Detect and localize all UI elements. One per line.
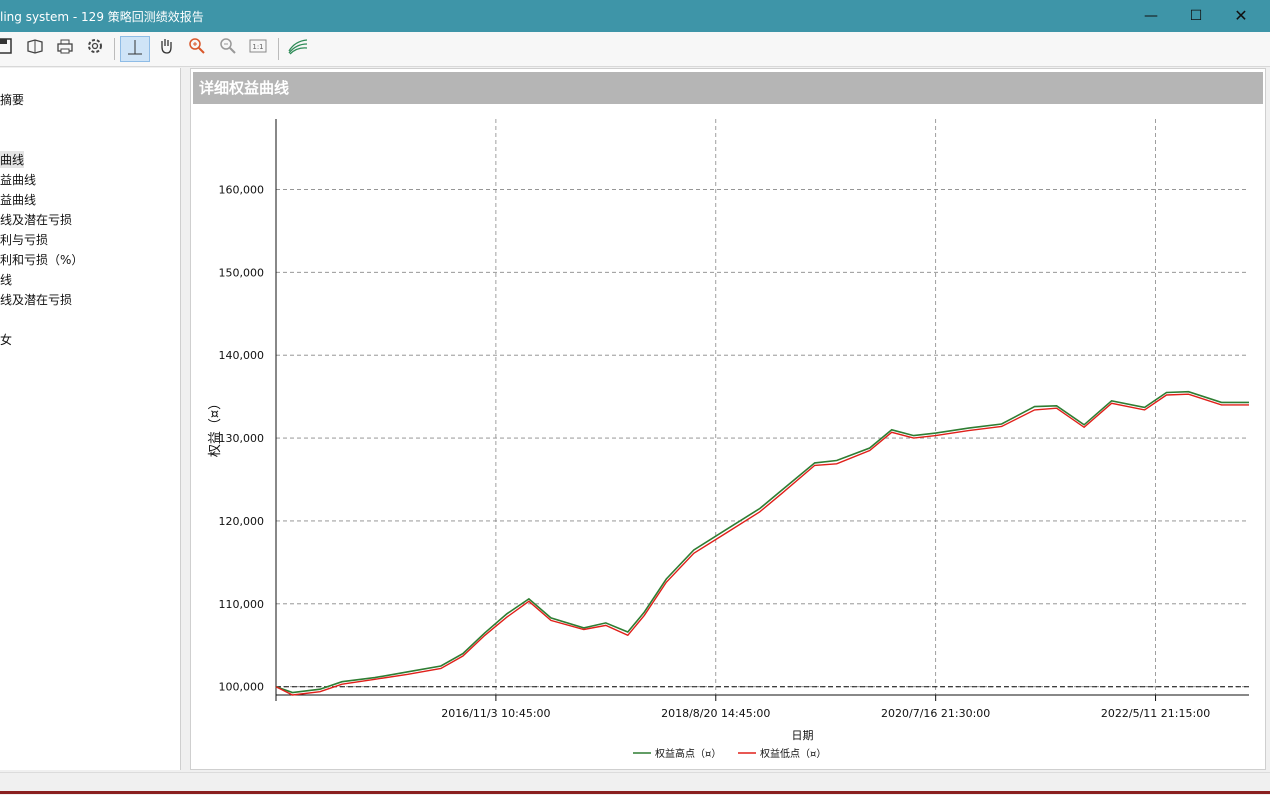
y-tick-label: 160,000 — [219, 183, 265, 196]
tree-item[interactable]: 线 — [0, 273, 13, 287]
svg-text:1:1: 1:1 — [252, 43, 263, 51]
print-icon[interactable] — [52, 36, 78, 62]
tree-item-selected[interactable]: 曲线 — [0, 151, 25, 168]
tree-item[interactable]: 女 — [0, 333, 13, 347]
crosshair-icon[interactable] — [120, 36, 150, 62]
tree-item[interactable]: 线及潜在亏损 — [0, 213, 73, 227]
toolbar: 1:1 — [0, 32, 1270, 67]
x-tick-label: 2020/7/16 21:30:00 — [881, 707, 990, 720]
x-axis-label: 日期 — [792, 729, 814, 742]
tree-item[interactable]: 益曲线 — [0, 173, 37, 187]
status-bar — [0, 772, 1270, 795]
y-tick-label: 120,000 — [219, 515, 265, 528]
panel-title: 详细权益曲线 — [193, 72, 1263, 104]
report-tree: 摘要 曲线 益曲线 益曲线 线及潜在亏损 利与亏损 利和亏损（%） 线 线及潜在… — [0, 68, 181, 770]
legend-entry: 权益高点（¤） — [655, 747, 721, 760]
save-icon[interactable] — [0, 36, 18, 62]
zoom-in-icon[interactable] — [184, 36, 210, 62]
equity-chart[interactable]: 100,000 110,000 120,000 130,000 140,000 150,0… — [191, 69, 1265, 769]
window-border — [0, 791, 1270, 794]
close-button[interactable]: ✕ — [1234, 6, 1248, 25]
settings-icon[interactable] — [82, 36, 108, 62]
tree-item[interactable]: 利和亏损（%） — [0, 253, 84, 267]
tree-item[interactable]: 摘要 — [0, 93, 25, 107]
tree-item[interactable]: 利与亏损 — [0, 233, 49, 247]
window-title: ling system - 129 策略回测绩效报告 — [0, 10, 204, 24]
chart-panel: 详细权益曲线 100,000 110,000 120,000 130,000 140,0… — [190, 68, 1266, 770]
series-line-1 — [275, 393, 1249, 696]
y-tick-label: 140,000 — [219, 349, 265, 362]
x-tick-label: 2022/5/11 21:15:00 — [1101, 707, 1210, 720]
chart-style-icon[interactable] — [285, 36, 311, 62]
x-tick-label: 2018/8/20 14:45:00 — [661, 707, 770, 720]
series-line-0 — [275, 390, 1249, 694]
actual-size-icon[interactable]: 1:1 — [245, 36, 271, 62]
y-axis-label: 权益（¤） — [207, 397, 223, 457]
open-icon[interactable] — [22, 36, 48, 62]
minimize-button[interactable]: — — [1144, 8, 1158, 24]
zoom-out-icon[interactable] — [215, 36, 241, 62]
x-tick-label: 2016/11/3 10:45:00 — [441, 707, 550, 720]
legend-entry: 权益低点（¤） — [760, 747, 826, 760]
maximize-button[interactable]: ☐ — [1189, 8, 1203, 24]
tree-item[interactable]: 线及潜在亏损 — [0, 293, 73, 307]
y-tick-label: 100,000 — [219, 681, 265, 694]
y-tick-label: 110,000 — [219, 598, 265, 611]
y-tick-label: 150,000 — [219, 266, 265, 279]
pan-hand-icon[interactable] — [153, 36, 179, 62]
tree-item[interactable]: 益曲线 — [0, 193, 37, 207]
title-bar: ling system - 129 策略回测绩效报告 — ☐ ✕ — [0, 0, 1270, 32]
y-tick-label: 130,000 — [219, 432, 265, 445]
